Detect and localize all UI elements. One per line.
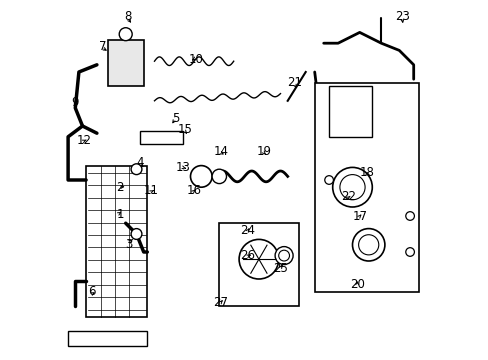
Circle shape <box>190 166 212 187</box>
Circle shape <box>239 239 278 279</box>
Circle shape <box>332 167 371 207</box>
Text: 17: 17 <box>351 210 366 222</box>
Text: 25: 25 <box>272 262 287 275</box>
Text: 14: 14 <box>213 145 228 158</box>
Text: 18: 18 <box>359 166 374 179</box>
Text: 19: 19 <box>256 145 271 158</box>
Circle shape <box>358 235 378 255</box>
Text: 11: 11 <box>143 184 158 197</box>
Text: 3: 3 <box>125 238 133 251</box>
Circle shape <box>339 175 365 200</box>
Circle shape <box>212 169 226 184</box>
Text: 15: 15 <box>177 123 192 136</box>
Circle shape <box>131 164 142 175</box>
Text: 1: 1 <box>116 208 124 221</box>
Text: 5: 5 <box>172 112 180 125</box>
Circle shape <box>405 212 413 220</box>
Text: 13: 13 <box>176 161 190 174</box>
Circle shape <box>352 229 384 261</box>
Text: 20: 20 <box>350 278 365 291</box>
Text: 26: 26 <box>240 249 255 262</box>
Text: 7: 7 <box>99 40 106 53</box>
Circle shape <box>405 248 413 256</box>
Bar <box>314 83 418 292</box>
Circle shape <box>131 229 142 239</box>
Bar <box>219 223 298 306</box>
Bar <box>68 331 147 346</box>
Text: 10: 10 <box>188 53 203 66</box>
Circle shape <box>275 247 292 265</box>
Text: 23: 23 <box>395 10 409 23</box>
Text: 12: 12 <box>77 134 92 147</box>
Text: 6: 6 <box>87 285 95 298</box>
Text: 9: 9 <box>71 96 79 109</box>
Circle shape <box>119 28 132 41</box>
Text: 8: 8 <box>123 10 131 23</box>
Bar <box>140 131 183 144</box>
Text: 22: 22 <box>341 190 356 203</box>
Bar <box>86 166 147 317</box>
Text: 24: 24 <box>240 224 255 237</box>
Text: 27: 27 <box>213 296 228 309</box>
Text: 4: 4 <box>136 156 143 168</box>
Bar <box>107 40 143 86</box>
Text: 2: 2 <box>116 181 124 194</box>
Text: 21: 21 <box>287 76 302 89</box>
Bar <box>328 86 371 137</box>
Text: 16: 16 <box>186 184 201 197</box>
Circle shape <box>324 176 333 184</box>
Circle shape <box>278 250 289 261</box>
